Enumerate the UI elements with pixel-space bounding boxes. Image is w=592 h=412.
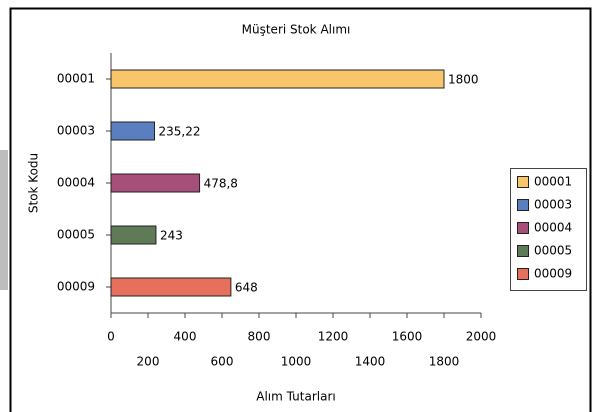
legend-label: 00004 <box>534 221 572 235</box>
bar <box>110 121 156 141</box>
legend-label: 00001 <box>534 175 572 189</box>
bar <box>110 225 157 245</box>
x-tick-label: 600 <box>211 355 234 369</box>
legend-label: 00003 <box>534 198 572 212</box>
x-tick-label: 1400 <box>355 355 386 369</box>
legend-swatch <box>517 176 529 188</box>
x-tick-label: 0 <box>107 330 115 344</box>
value-label: 1800 <box>448 73 479 87</box>
legend-swatch <box>517 222 529 234</box>
side-panel <box>0 150 8 290</box>
x-tick-label: 200 <box>137 355 160 369</box>
value-label: 478,8 <box>204 177 238 191</box>
legend-label: 00009 <box>534 267 572 281</box>
bar <box>110 173 201 193</box>
chart-title: Müşteri Stok Alımı <box>242 23 351 37</box>
y-tick-label: 00003 <box>57 124 95 138</box>
value-label: 648 <box>235 281 258 295</box>
legend-swatch <box>517 245 529 257</box>
y-tick-label: 00001 <box>57 72 95 86</box>
value-label: 235,22 <box>159 125 201 139</box>
y-tick-label: 00009 <box>57 280 95 294</box>
legend-swatch <box>517 268 529 280</box>
x-tick-label: 2000 <box>466 330 497 344</box>
legend-label: 00005 <box>534 244 572 258</box>
x-tick-label: 400 <box>174 330 197 344</box>
y-tick-label: 00005 <box>57 228 95 242</box>
bar <box>110 277 232 297</box>
y-axis-label: Stok Kodu <box>27 153 41 213</box>
x-tick-label: 800 <box>248 330 271 344</box>
x-tick-label: 1600 <box>392 330 423 344</box>
x-tick-label: 1800 <box>429 355 460 369</box>
chart-frame <box>9 7 592 412</box>
x-tick-label: 1000 <box>281 355 312 369</box>
x-axis-label: Alım Tutarları <box>256 390 335 404</box>
legend-swatch <box>517 199 529 211</box>
y-tick-label: 00004 <box>57 176 95 190</box>
value-label: 243 <box>160 229 183 243</box>
bar <box>110 69 445 89</box>
x-tick-label: 1200 <box>318 330 349 344</box>
